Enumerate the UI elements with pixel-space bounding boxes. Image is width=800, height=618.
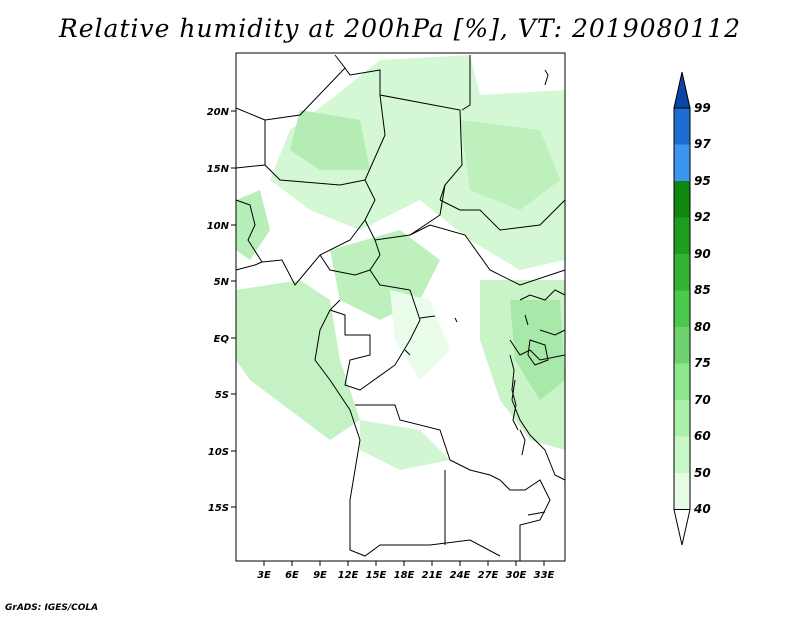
- colorbar-label: 97: [694, 137, 711, 151]
- colorbar-swatch: [674, 327, 690, 364]
- lon-label: 33E: [534, 570, 555, 581]
- lat-label: 5N: [214, 277, 230, 288]
- colorbar-swatch: [674, 108, 690, 145]
- map-title: Relative humidity at 200hPa [%], VT: 201…: [58, 14, 742, 43]
- lat-label: 10N: [207, 221, 230, 232]
- colorbar: [673, 71, 691, 546]
- lat-label: 20N: [207, 107, 230, 118]
- lat-label: EQ: [214, 334, 230, 345]
- colorbar-label: 99: [694, 101, 711, 115]
- latitude-axis: [231, 110, 236, 508]
- colorbar-label: 75: [694, 356, 711, 370]
- colorbar-swatch: [674, 473, 690, 510]
- colorbar-outline: [673, 107, 691, 510]
- colorbar-label: 95: [694, 174, 711, 188]
- colorbar-swatch: [674, 436, 690, 473]
- colorbar-swatch: [674, 144, 690, 181]
- longitude-axis: [263, 561, 545, 566]
- lon-label: 27E: [478, 570, 499, 581]
- lon-label: 24E: [450, 570, 471, 581]
- colorbar-bottom-arrow: [673, 509, 691, 546]
- colorbar-swatch: [674, 290, 690, 327]
- colorbar-labels: 40 50 60 70 75 80 85 90 92 95 97 99: [693, 101, 711, 516]
- colorbar-label: 85: [694, 283, 711, 297]
- colorbar-label: 92: [694, 210, 711, 224]
- lat-label: 5S: [215, 390, 229, 401]
- lakes: [404, 69, 549, 516]
- lon-label: 18E: [394, 570, 415, 581]
- lon-label: 9E: [313, 570, 327, 581]
- colorbar-swatch: [674, 217, 690, 254]
- colorbar-swatch: [674, 254, 690, 291]
- humidity-shading: [236, 55, 565, 470]
- lon-label: 15E: [366, 570, 387, 581]
- colorbar-label: 60: [694, 429, 711, 443]
- colorbar-swatch: [674, 400, 690, 437]
- lon-label: 30E: [506, 570, 527, 581]
- credit-label: GrADS: IGES/COLA: [5, 603, 99, 613]
- lat-label: 15N: [207, 164, 230, 175]
- lon-label: 21E: [422, 570, 443, 581]
- country-borders: [235, 54, 566, 561]
- lat-label: 10S: [208, 447, 229, 458]
- longitude-labels: 3E 6E 9E 12E 15E 18E 21E 24E 27E 30E 33E: [257, 570, 554, 581]
- colorbar-top-arrow: [673, 71, 691, 109]
- colorbar-label: 50: [694, 466, 711, 480]
- lon-label: 12E: [338, 570, 359, 581]
- lat-label: 15S: [208, 503, 229, 514]
- map-frame: [235, 52, 566, 562]
- colorbar-swatch: [674, 363, 690, 400]
- colorbar-label: 80: [694, 320, 711, 334]
- latitude-labels: 20N 15N 10N 5N EQ 5S 10S 15S: [207, 107, 230, 514]
- colorbar-label: 40: [693, 502, 711, 516]
- colorbar-label: 70: [694, 393, 711, 407]
- colorbar-swatch: [674, 181, 690, 218]
- lon-label: 3E: [257, 570, 271, 581]
- lon-label: 6E: [285, 570, 299, 581]
- colorbar-label: 90: [694, 247, 711, 261]
